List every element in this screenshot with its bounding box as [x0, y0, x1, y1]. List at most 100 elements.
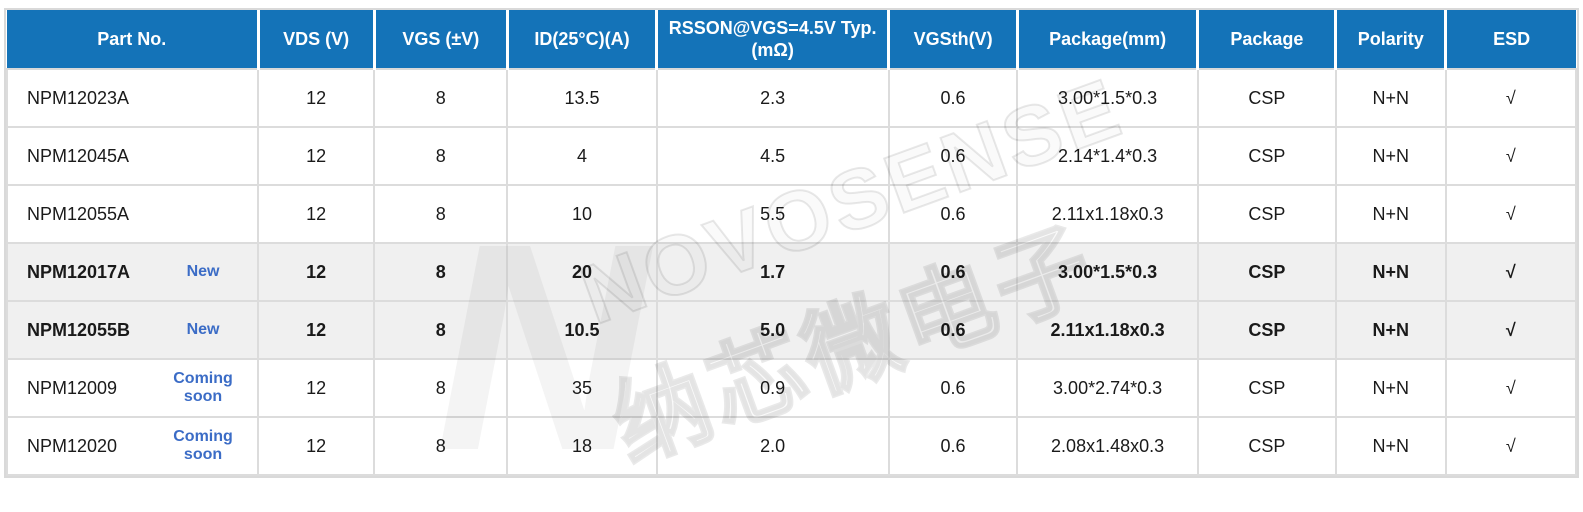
package-cell: CSP — [1196, 126, 1337, 186]
polarity-cell: N+N — [1334, 416, 1447, 476]
package-cell: CSP — [1196, 68, 1337, 128]
vds-cell: 12 — [257, 242, 376, 302]
col-header-esd: ESD — [1444, 10, 1576, 70]
esd-check-cell: √ — [1444, 126, 1578, 186]
id-cell: 13.5 — [506, 68, 658, 128]
table-row: NPM12023A 12 8 13.5 2.3 0.6 3.00*1.5*0.3… — [5, 68, 1578, 128]
table-body: NPM12023A 12 8 13.5 2.3 0.6 3.00*1.5*0.3… — [5, 68, 1578, 476]
table-row: NPM12055A 12 8 10 5.5 0.6 2.11x1.18x0.3 … — [5, 184, 1578, 244]
col-header-rsson: RSSON@VGS=4.5V Typ.(mΩ) — [655, 10, 889, 70]
table-row: NPM12045A 12 8 4 4.5 0.6 2.14*1.4*0.3 CS… — [5, 126, 1578, 186]
vds-cell: 12 — [257, 126, 376, 186]
vgs-cell: 8 — [373, 242, 509, 302]
part-no-cell: NPM12020 Coming soon — [5, 416, 260, 476]
id-cell: 18 — [506, 416, 658, 476]
id-cell: 10.5 — [506, 300, 658, 360]
package-mm-cell: 2.11x1.18x0.3 — [1016, 184, 1199, 244]
col-header-polarity: Polarity — [1334, 10, 1446, 70]
package-mm-cell: 3.00*1.5*0.3 — [1016, 68, 1199, 128]
part-number: NPM12045A — [27, 145, 130, 166]
vds-cell: 12 — [257, 68, 376, 128]
col-header-vds: VDS (V) — [256, 10, 375, 70]
package-cell: CSP — [1196, 242, 1337, 302]
availability-badge — [157, 156, 249, 157]
package-mm-cell: 2.14*1.4*0.3 — [1016, 126, 1199, 186]
availability-badge: New — [186, 320, 220, 338]
id-cell: 35 — [506, 358, 658, 418]
package-mm-cell: 2.11x1.18x0.3 — [1016, 300, 1199, 360]
polarity-cell: N+N — [1334, 126, 1447, 186]
rsson-cell: 1.7 — [655, 242, 890, 302]
esd-check-cell: √ — [1444, 358, 1578, 418]
package-mm-cell: 3.00*2.74*0.3 — [1016, 358, 1199, 418]
table-header: Part No. VDS (V) VGS (±V) ID(25°C)(A) RS… — [7, 10, 1576, 70]
availability-badge: Coming soon — [173, 427, 233, 463]
rsson-cell: 5.5 — [655, 184, 890, 244]
part-no-cell: NPM12055A — [5, 184, 260, 244]
part-no-cell: NPM12017A New — [5, 242, 260, 302]
availability-badge — [157, 98, 249, 99]
id-cell: 20 — [506, 242, 658, 302]
vgsth-cell: 0.6 — [887, 416, 1019, 476]
esd-check-cell: √ — [1444, 242, 1578, 302]
package-cell: CSP — [1196, 300, 1337, 360]
vgsth-cell: 0.6 — [887, 242, 1019, 302]
vgsth-cell: 0.6 — [887, 68, 1019, 128]
esd-check-cell: √ — [1444, 300, 1578, 360]
part-number: NPM12017A — [27, 261, 131, 282]
vgsth-cell: 0.6 — [887, 300, 1019, 360]
product-table: Part No. VDS (V) VGS (±V) ID(25°C)(A) RS… — [5, 10, 1578, 476]
package-cell: CSP — [1196, 416, 1337, 476]
vgs-cell: 8 — [373, 416, 509, 476]
esd-check-cell: √ — [1444, 68, 1578, 128]
product-selection-table-container: Part No. VDS (V) VGS (±V) ID(25°C)(A) RS… — [4, 8, 1579, 478]
polarity-cell: N+N — [1334, 358, 1447, 418]
vgsth-cell: 0.6 — [887, 126, 1019, 186]
col-header-id: ID(25°C)(A) — [505, 10, 657, 70]
polarity-cell: N+N — [1334, 68, 1447, 128]
vgs-cell: 8 — [373, 184, 509, 244]
col-header-vgsth: VGSth(V) — [887, 10, 1018, 70]
vds-cell: 12 — [257, 300, 376, 360]
availability-badge — [157, 214, 249, 215]
col-header-vgs: VGS (±V) — [372, 10, 508, 70]
table-row: NPM12020 Coming soon 12 8 18 2.0 0.6 2.0… — [5, 416, 1578, 476]
package-cell: CSP — [1196, 358, 1337, 418]
col-header-package: Package — [1196, 10, 1336, 70]
part-number: NPM12023A — [27, 87, 130, 108]
vgs-cell: 8 — [373, 126, 509, 186]
rsson-cell: 2.3 — [655, 68, 890, 128]
rsson-cell: 0.9 — [655, 358, 890, 418]
vds-cell: 12 — [257, 416, 376, 476]
availability-badge: New — [186, 262, 220, 280]
id-cell: 10 — [506, 184, 658, 244]
part-no-cell: NPM12055B New — [5, 300, 260, 360]
package-mm-cell: 3.00*1.5*0.3 — [1016, 242, 1199, 302]
part-number: NPM12020 — [27, 435, 118, 456]
part-number: NPM12009 — [27, 377, 118, 398]
vds-cell: 12 — [257, 358, 376, 418]
esd-check-cell: √ — [1444, 416, 1578, 476]
esd-check-cell: √ — [1444, 184, 1578, 244]
part-number: NPM12055A — [27, 203, 130, 224]
table-row: NPM12009 Coming soon 12 8 35 0.9 0.6 3.0… — [5, 358, 1578, 418]
polarity-cell: N+N — [1334, 300, 1447, 360]
package-cell: CSP — [1196, 184, 1337, 244]
rsson-cell: 5.0 — [655, 300, 890, 360]
vgs-cell: 8 — [373, 358, 509, 418]
table-row-new: NPM12055B New 12 8 10.5 5.0 0.6 2.11x1.1… — [5, 300, 1578, 360]
rsson-cell: 4.5 — [655, 126, 890, 186]
vgs-cell: 8 — [373, 68, 509, 128]
part-no-cell: NPM12009 Coming soon — [5, 358, 260, 418]
polarity-cell: N+N — [1334, 184, 1447, 244]
id-cell: 4 — [506, 126, 658, 186]
vgsth-cell: 0.6 — [887, 358, 1019, 418]
table-row-new: NPM12017A New 12 8 20 1.7 0.6 3.00*1.5*0… — [5, 242, 1578, 302]
part-no-cell: NPM12045A — [5, 126, 260, 186]
vgsth-cell: 0.6 — [887, 184, 1019, 244]
col-header-package-mm: Package(mm) — [1015, 10, 1198, 70]
part-number: NPM12055B — [27, 319, 131, 340]
vgs-cell: 8 — [373, 300, 509, 360]
vds-cell: 12 — [257, 184, 376, 244]
package-mm-cell: 2.08x1.48x0.3 — [1016, 416, 1199, 476]
